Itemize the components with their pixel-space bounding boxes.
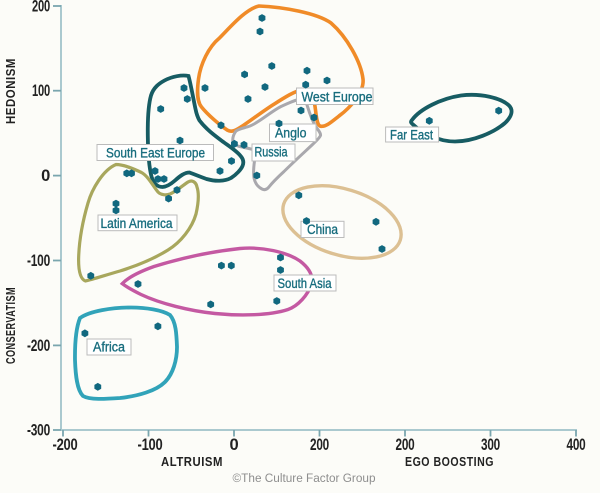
svg-text:400: 400	[567, 436, 586, 454]
svg-text:Russia: Russia	[255, 145, 288, 160]
svg-text:South Asia: South Asia	[278, 276, 332, 291]
svg-text:ALTRUISM: ALTRUISM	[161, 455, 223, 469]
svg-text:100: 100	[32, 82, 50, 100]
svg-text:Far East: Far East	[390, 127, 433, 142]
svg-text:300: 300	[481, 436, 500, 454]
svg-text:China: China	[307, 222, 338, 237]
svg-text:HEDONISM: HEDONISM	[4, 58, 18, 124]
svg-text:South East Europe: South East Europe	[106, 145, 205, 160]
svg-text:Latin America: Latin America	[101, 216, 173, 231]
svg-text:Anglo: Anglo	[275, 126, 307, 141]
svg-text:West Europe: West Europe	[302, 89, 373, 104]
svg-text:-100: -100	[27, 252, 50, 270]
svg-text:-300: -300	[27, 422, 50, 440]
svg-text:0: 0	[41, 167, 50, 185]
svg-text:©The Culture Factor Group: ©The Culture Factor Group	[233, 471, 376, 485]
svg-text:200: 200	[310, 436, 329, 454]
svg-text:-200: -200	[27, 337, 50, 355]
svg-text:CONSERVATISM: CONSERVATISM	[4, 287, 18, 364]
svg-text:0: 0	[230, 436, 239, 454]
svg-text:EGO BOOSTING: EGO BOOSTING	[405, 455, 494, 469]
svg-text:200: 200	[32, 0, 50, 16]
svg-text:200: 200	[396, 436, 415, 454]
svg-text:-100: -100	[138, 436, 163, 454]
svg-text:Africa: Africa	[93, 340, 125, 355]
svg-text:-200: -200	[53, 436, 78, 454]
